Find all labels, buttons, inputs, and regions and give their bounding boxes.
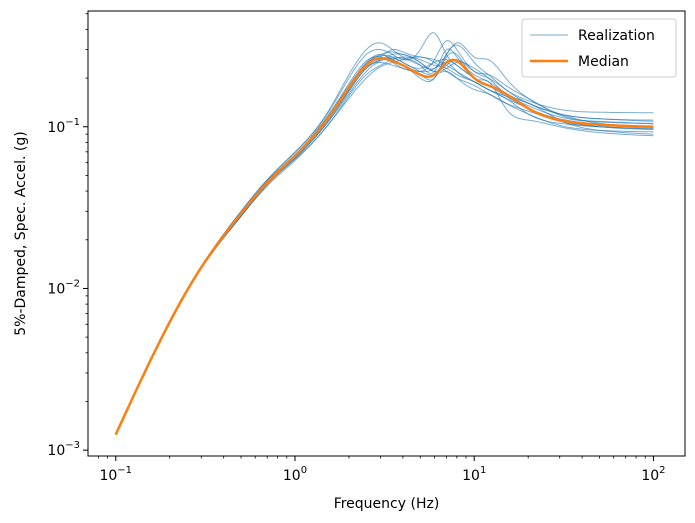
- series-lines: [114, 32, 654, 436]
- plot-frame: [87, 10, 686, 457]
- y-tick-label: 10−2: [47, 278, 80, 297]
- legend-frame: [521, 18, 677, 78]
- x-tick-label: 101: [462, 465, 486, 484]
- axis-ticks: 10−1 100 101 102 10−3 10−2 10−1: [47, 13, 666, 484]
- x-tick-label: 10−1: [99, 465, 132, 484]
- x-axis-label: Frequency (Hz): [334, 496, 440, 512]
- y-tick-label: 10−1: [47, 117, 80, 136]
- y-tick-label: 10−3: [47, 440, 80, 459]
- legend: Realization Median: [521, 18, 677, 78]
- x-tick-label: 102: [641, 465, 665, 484]
- y-axis-label: 5%-Damped, Spec. Accel. (g): [13, 131, 29, 335]
- median-line: [114, 57, 654, 436]
- legend-realization-label: Realization: [578, 28, 655, 44]
- x-tick-label: 100: [283, 465, 307, 484]
- realization-line: [115, 56, 654, 435]
- legend-median-label: Median: [578, 54, 629, 70]
